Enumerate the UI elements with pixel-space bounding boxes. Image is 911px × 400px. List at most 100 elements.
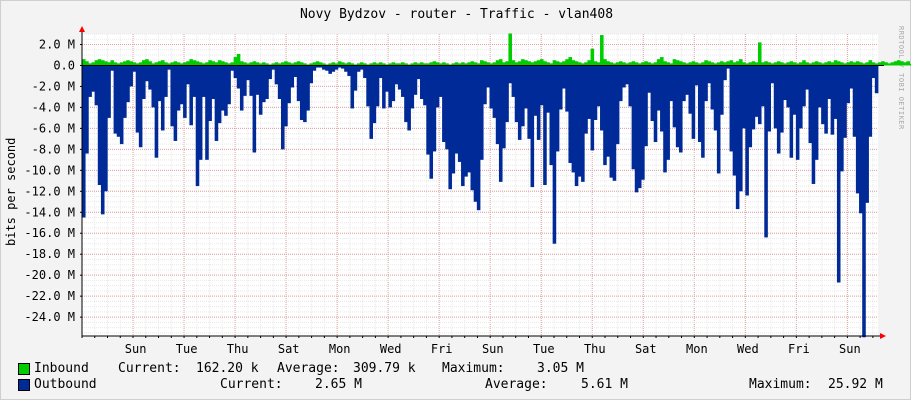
inbound-bar	[312, 62, 317, 66]
inbound-bar	[325, 64, 329, 66]
outbound-bar	[710, 65, 715, 110]
inbound-bar	[167, 63, 171, 66]
inbound-bar	[713, 63, 718, 66]
inbound-bar	[293, 62, 298, 66]
inbound-bar	[628, 62, 633, 66]
outbound-bar	[859, 65, 863, 214]
outbound-bar	[416, 65, 421, 80]
outbound-bar	[653, 65, 658, 143]
outbound-bar	[502, 65, 506, 149]
outbound-bar	[808, 65, 813, 144]
inbound-bar	[350, 63, 355, 66]
inbound-bar	[862, 63, 866, 66]
outbound-bar	[874, 65, 879, 94]
inbound-bar	[423, 63, 427, 66]
outbound-bar	[173, 65, 178, 141]
outbound-bar	[255, 65, 260, 95]
inbound-bar	[846, 62, 850, 66]
inbound-bar	[164, 62, 168, 66]
outbound-bar	[419, 65, 424, 100]
outbound-bar	[498, 65, 503, 182]
inbound-bar	[391, 62, 396, 66]
inbound-maximum-label: Maximum:	[442, 361, 505, 376]
inbound-bar	[691, 61, 696, 66]
inbound-bar	[653, 62, 658, 66]
inbound-bar	[609, 62, 614, 66]
inbound-bar	[685, 63, 689, 66]
inbound-bar	[157, 61, 162, 66]
outbound-bar	[397, 65, 402, 90]
x-tick-label: Fri	[788, 342, 810, 356]
inbound-bar	[748, 62, 753, 66]
x-axis-arrow	[880, 333, 886, 339]
inbound-bar	[404, 63, 408, 66]
inbound-bar	[407, 64, 411, 66]
inbound-bar	[252, 61, 257, 66]
outbound-bar	[530, 65, 535, 188]
outbound-bar	[562, 65, 566, 89]
inbound-bar	[514, 62, 519, 66]
outbound-bar	[224, 65, 228, 116]
inbound-bar	[802, 60, 806, 66]
y-tick-label: -4.0 M	[32, 100, 75, 114]
outbound-bar	[344, 65, 348, 72]
outbound-bar	[814, 65, 819, 160]
outbound-bar	[325, 65, 329, 71]
inbound-bar	[154, 62, 159, 66]
outbound-bar	[100, 65, 105, 215]
outbound-bar	[675, 65, 680, 148]
outbound-bar	[91, 65, 96, 92]
inbound-bar	[533, 61, 538, 66]
inbound-bar	[745, 63, 749, 66]
outbound-bar	[347, 65, 351, 76]
x-tick-label: Sun	[839, 342, 861, 356]
inbound-bar	[770, 63, 775, 66]
inbound-bar	[884, 62, 888, 66]
inbound-bar	[151, 63, 156, 66]
inbound-bar	[625, 63, 629, 66]
inbound-bar	[268, 64, 272, 66]
outbound-bar	[716, 65, 721, 174]
outbound-bar	[410, 65, 415, 109]
outbound-bar	[590, 65, 595, 151]
outbound-bar	[549, 65, 554, 166]
inbound-bar	[303, 63, 307, 66]
inbound-bar	[483, 61, 487, 66]
outbound-bar	[176, 65, 181, 111]
outbound-bar	[135, 65, 140, 133]
outbound-bar	[328, 65, 332, 74]
inbound-current-label: Current:	[118, 361, 181, 376]
outbound-bar	[457, 65, 462, 162]
outbound-bar	[571, 65, 576, 173]
inbound-bar	[410, 63, 415, 66]
outbound-bar	[391, 65, 396, 102]
outbound-bar	[707, 65, 711, 84]
outbound-bar	[628, 65, 633, 107]
inbound-bar	[723, 62, 727, 66]
inbound-bar	[811, 62, 816, 66]
inbound-bar	[495, 60, 500, 66]
outbound-bar	[123, 65, 127, 118]
y-tick-label: -10.0 M	[24, 163, 75, 177]
inbound-bar	[710, 62, 715, 66]
inbound-bar	[239, 61, 244, 66]
outbound-bar	[299, 65, 304, 120]
inbound-bar	[476, 63, 481, 66]
outbound-bar	[521, 65, 525, 127]
outbound-name: Outbound	[34, 377, 97, 392]
outbound-bar	[464, 65, 468, 177]
x-tick-label: Mon	[686, 342, 708, 356]
outbound-bar	[372, 65, 377, 124]
inbound-bar	[776, 61, 781, 66]
outbound-bar	[865, 65, 869, 203]
inbound-bar	[104, 61, 108, 66]
inbound-bar	[224, 62, 228, 66]
inbound-bar	[761, 62, 765, 66]
outbound-bar	[546, 65, 550, 113]
inbound-maximum-value: 3.05 M	[537, 361, 584, 376]
inbound-bar	[135, 63, 140, 66]
inbound-name: Inbound	[34, 361, 89, 376]
x-tick-label: Sat	[635, 342, 657, 356]
outbound-bar	[840, 65, 844, 172]
outbound-bar	[533, 65, 538, 116]
